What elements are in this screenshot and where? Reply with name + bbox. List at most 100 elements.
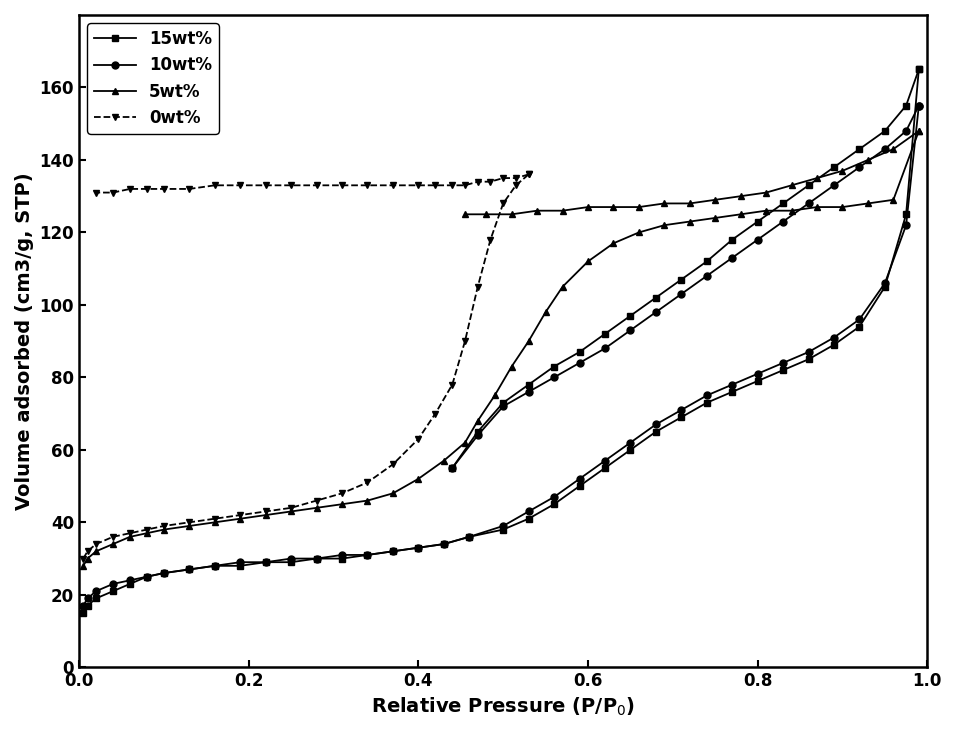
0wt% bbox=[412, 435, 424, 443]
15wt% bbox=[90, 594, 101, 603]
10wt% bbox=[388, 547, 399, 556]
Legend: 15wt%, 10wt%, 5wt%, 0wt%: 15wt%, 10wt%, 5wt%, 0wt% bbox=[87, 23, 219, 133]
10wt% bbox=[901, 221, 912, 229]
10wt% bbox=[726, 380, 738, 389]
15wt% bbox=[184, 565, 195, 574]
15wt% bbox=[676, 413, 687, 421]
10wt% bbox=[142, 572, 153, 581]
0wt% bbox=[362, 478, 373, 487]
10wt% bbox=[234, 558, 246, 567]
5wt% bbox=[285, 507, 297, 516]
10wt% bbox=[599, 457, 611, 465]
15wt% bbox=[81, 601, 93, 610]
Y-axis label: Volume adsorbed (cm3/g, STP): Volume adsorbed (cm3/g, STP) bbox=[15, 172, 34, 510]
15wt% bbox=[599, 463, 611, 472]
10wt% bbox=[81, 594, 93, 603]
10wt% bbox=[777, 358, 789, 367]
5wt% bbox=[81, 554, 93, 563]
10wt% bbox=[463, 532, 475, 541]
5wt% bbox=[684, 217, 696, 226]
10wt% bbox=[124, 576, 136, 585]
10wt% bbox=[625, 438, 636, 447]
15wt% bbox=[388, 547, 399, 556]
10wt% bbox=[209, 561, 220, 570]
15wt% bbox=[701, 398, 713, 407]
5wt% bbox=[260, 511, 272, 520]
10wt% bbox=[362, 550, 373, 559]
5wt% bbox=[184, 522, 195, 531]
10wt% bbox=[498, 522, 509, 531]
10wt% bbox=[828, 333, 839, 342]
0wt% bbox=[484, 235, 496, 244]
15wt% bbox=[625, 446, 636, 454]
0wt% bbox=[90, 539, 101, 548]
5wt% bbox=[506, 362, 518, 371]
10wt% bbox=[311, 554, 323, 563]
15wt% bbox=[879, 282, 891, 291]
0wt% bbox=[107, 532, 119, 541]
10wt% bbox=[260, 558, 272, 567]
15wt% bbox=[901, 210, 912, 218]
0wt% bbox=[498, 199, 509, 208]
5wt% bbox=[472, 416, 483, 425]
5wt% bbox=[78, 561, 89, 570]
10wt% bbox=[548, 493, 560, 501]
0wt% bbox=[336, 489, 347, 498]
0wt% bbox=[124, 528, 136, 537]
15wt% bbox=[412, 543, 424, 552]
15wt% bbox=[285, 558, 297, 567]
15wt% bbox=[158, 569, 169, 578]
15wt% bbox=[124, 580, 136, 589]
10wt% bbox=[78, 601, 89, 610]
5wt% bbox=[124, 532, 136, 541]
15wt% bbox=[209, 561, 220, 570]
5wt% bbox=[913, 127, 924, 136]
5wt% bbox=[158, 525, 169, 534]
5wt% bbox=[234, 515, 246, 523]
10wt% bbox=[854, 315, 865, 324]
10wt% bbox=[574, 474, 586, 483]
15wt% bbox=[311, 554, 323, 563]
10wt% bbox=[285, 554, 297, 563]
10wt% bbox=[336, 550, 347, 559]
5wt% bbox=[523, 336, 534, 345]
5wt% bbox=[336, 500, 347, 509]
15wt% bbox=[854, 323, 865, 331]
15wt% bbox=[803, 355, 814, 364]
15wt% bbox=[362, 550, 373, 559]
0wt% bbox=[142, 525, 153, 534]
5wt% bbox=[608, 239, 619, 248]
15wt% bbox=[574, 482, 586, 490]
15wt% bbox=[777, 366, 789, 375]
15wt% bbox=[548, 500, 560, 509]
5wt% bbox=[107, 539, 119, 548]
10wt% bbox=[90, 587, 101, 596]
5wt% bbox=[90, 547, 101, 556]
5wt% bbox=[412, 474, 424, 483]
15wt% bbox=[463, 532, 475, 541]
5wt% bbox=[634, 228, 645, 237]
5wt% bbox=[557, 282, 568, 291]
5wt% bbox=[142, 528, 153, 537]
5wt% bbox=[388, 489, 399, 498]
10wt% bbox=[752, 369, 764, 378]
0wt% bbox=[472, 282, 483, 291]
5wt% bbox=[459, 438, 471, 447]
0wt% bbox=[430, 409, 441, 418]
10wt% bbox=[523, 507, 534, 516]
15wt% bbox=[650, 427, 661, 436]
0wt% bbox=[447, 380, 458, 389]
15wt% bbox=[752, 377, 764, 386]
5wt% bbox=[362, 496, 373, 505]
5wt% bbox=[761, 206, 772, 215]
10wt% bbox=[676, 405, 687, 414]
15wt% bbox=[498, 525, 509, 534]
10wt% bbox=[107, 580, 119, 589]
Line: 10wt%: 10wt% bbox=[79, 102, 923, 609]
X-axis label: Relative Pressure (P/P$_0$): Relative Pressure (P/P$_0$) bbox=[371, 696, 635, 718]
0wt% bbox=[158, 522, 169, 531]
Line: 0wt%: 0wt% bbox=[79, 171, 532, 562]
0wt% bbox=[260, 507, 272, 516]
5wt% bbox=[540, 308, 551, 317]
0wt% bbox=[459, 336, 471, 345]
